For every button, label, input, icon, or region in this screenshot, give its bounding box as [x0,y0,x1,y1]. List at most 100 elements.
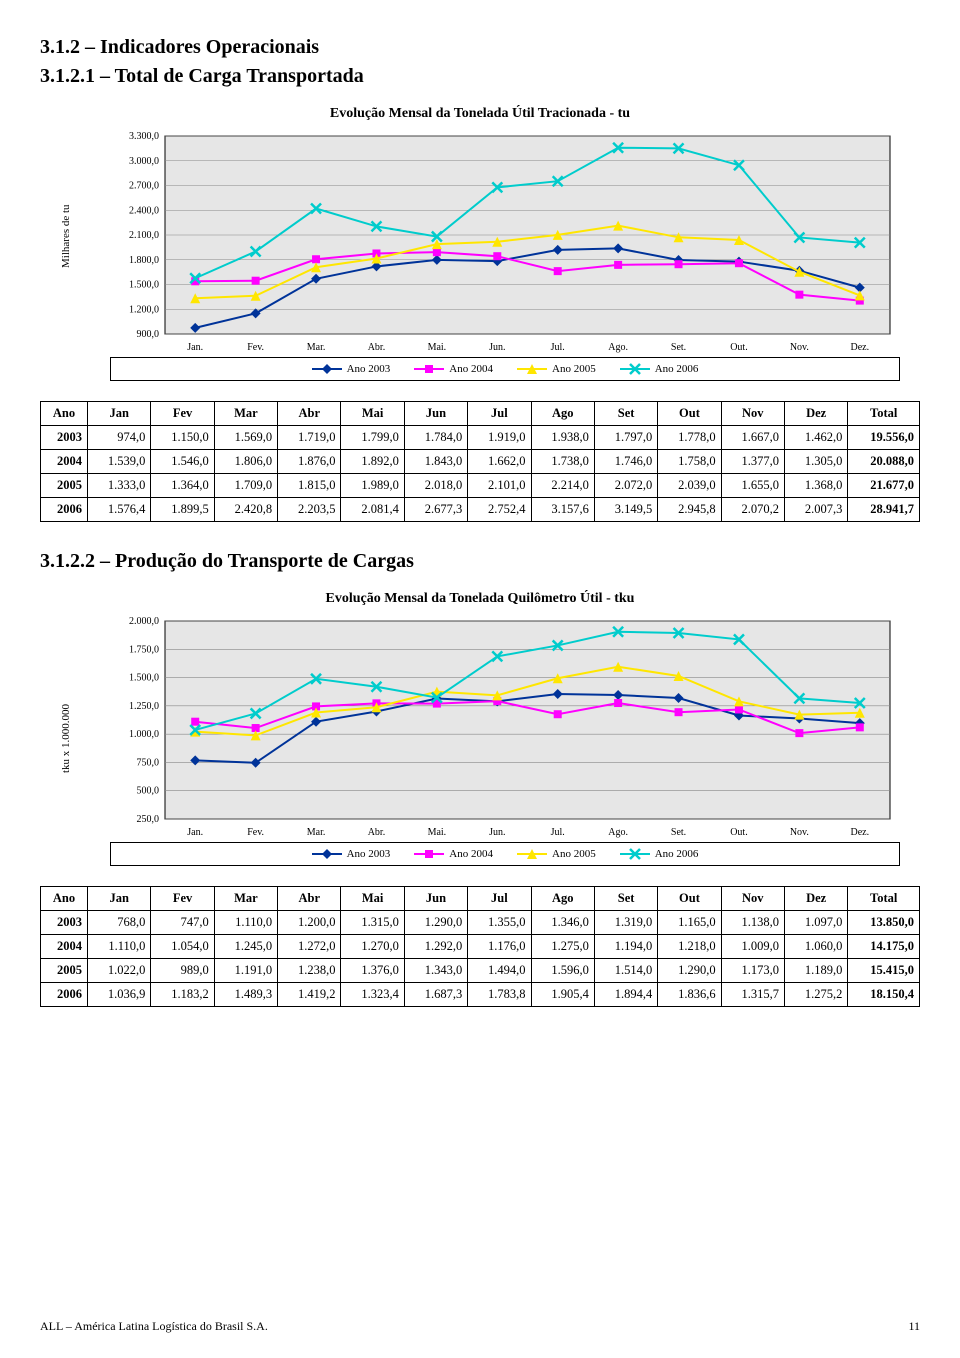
table-header: Total [848,887,920,911]
chart1-legend: Ano 2003Ano 2004Ano 2005Ano 2006 [110,357,900,381]
table-header: Out [658,402,721,426]
table-cell: 1.546,0 [151,450,214,474]
table-cell: 15.415,0 [848,959,920,983]
table-cell: 1.110,0 [88,935,151,959]
table-cell: 1.377,0 [721,450,784,474]
chart1-ylabel: Milhares de tu [60,204,72,268]
table-cell: 1.655,0 [721,474,784,498]
table-header: Dez [784,887,847,911]
table-cell: 2.007,3 [784,498,847,522]
svg-text:Jul.: Jul. [551,342,565,353]
table-cell: 1.376,0 [341,959,404,983]
table-cell: 1.799,0 [341,426,404,450]
svg-text:Fev.: Fev. [247,827,264,838]
table-cell: 1.758,0 [658,450,721,474]
table-cell: 1.539,0 [88,450,151,474]
svg-text:1.750,0: 1.750,0 [129,644,159,655]
table-cell: 3.157,6 [531,498,594,522]
table-cell: 2.214,0 [531,474,594,498]
table-cell: 1.489,3 [214,983,277,1007]
svg-text:1.500,0: 1.500,0 [129,673,159,684]
svg-text:2.100,0: 2.100,0 [129,230,159,241]
table1: AnoJanFevMarAbrMaiJunJulAgoSetOutNovDezT… [40,401,920,522]
section-heading-2: 3.1.2.1 – Total de Carga Transportada [40,65,920,88]
legend-item: Ano 2004 [414,848,493,860]
svg-text:Mai.: Mai. [428,342,447,353]
table-row: 20061.036,91.183,21.489,31.419,21.323,41… [41,983,920,1007]
svg-text:2.700,0: 2.700,0 [129,181,159,192]
svg-text:Jan.: Jan. [187,827,203,838]
table-cell: 1.275,2 [784,983,847,1007]
table-cell: 1.009,0 [721,935,784,959]
table-cell: 1.738,0 [531,450,594,474]
table-cell: 2003 [41,426,88,450]
table-cell: 2.018,0 [404,474,467,498]
table-cell: 1.343,0 [404,959,467,983]
table-cell: 1.138,0 [721,911,784,935]
table-cell: 1.576,4 [88,498,151,522]
table-cell: 1.419,2 [278,983,341,1007]
table-cell: 1.319,0 [594,911,657,935]
table-header: Jun [404,887,467,911]
table-cell: 2.072,0 [594,474,657,498]
table-cell: 1.892,0 [341,450,404,474]
table-cell: 1.176,0 [468,935,531,959]
svg-text:Set.: Set. [671,342,686,353]
table-cell: 1.806,0 [214,450,277,474]
svg-text:1.800,0: 1.800,0 [129,255,159,266]
table-header: Dez [784,402,847,426]
table-cell: 1.687,3 [404,983,467,1007]
table-cell: 19.556,0 [848,426,920,450]
table-cell: 1.815,0 [278,474,341,498]
table-row: 20051.333,01.364,01.709,01.815,01.989,02… [41,474,920,498]
table-header: Ago [531,887,594,911]
table-cell: 2.420,8 [214,498,277,522]
svg-text:3.300,0: 3.300,0 [129,131,159,142]
table-header: Jan [88,402,151,426]
table-header: Jun [404,402,467,426]
svg-text:1.200,0: 1.200,0 [129,304,159,315]
table-header: Out [658,887,721,911]
table-cell: 1.150,0 [151,426,214,450]
table-cell: 1.938,0 [531,426,594,450]
svg-text:Jul.: Jul. [551,827,565,838]
table-cell: 1.797,0 [594,426,657,450]
table-header: Ago [531,402,594,426]
table-cell: 1.364,0 [151,474,214,498]
table-cell: 1.315,7 [721,983,784,1007]
table-cell: 1.290,0 [658,959,721,983]
table-cell: 1.667,0 [721,426,784,450]
svg-text:Mar.: Mar. [307,827,326,838]
page-footer: ALL – América Latina Logística do Brasil… [40,1319,920,1334]
table2: AnoJanFevMarAbrMaiJunJulAgoSetOutNovDezT… [40,886,920,1007]
table-header: Mai [341,402,404,426]
table-cell: 1.662,0 [468,450,531,474]
svg-text:Out.: Out. [730,342,748,353]
table-cell: 2004 [41,935,88,959]
table-cell: 1.270,0 [341,935,404,959]
table-header: Set [594,402,657,426]
table-cell: 974,0 [88,426,151,450]
table-row: 20041.110,01.054,01.245,01.272,01.270,01… [41,935,920,959]
legend-item: Ano 2006 [620,848,699,860]
chart1: Milhares de tu 900,01.200,01.500,01.800,… [110,128,900,381]
table-cell: 1.514,0 [594,959,657,983]
table-row: 20051.022,0989,01.191,01.238,01.376,01.3… [41,959,920,983]
svg-text:3.000,0: 3.000,0 [129,156,159,167]
table-header: Jul [468,402,531,426]
svg-text:1.000,0: 1.000,0 [129,729,159,740]
table-cell: 1.272,0 [278,935,341,959]
svg-text:900,0: 900,0 [137,329,160,340]
table-cell: 1.368,0 [784,474,847,498]
chart2-ylabel: tku x 1.000.000 [60,704,72,773]
table-cell: 747,0 [151,911,214,935]
table-cell: 1.905,4 [531,983,594,1007]
table-cell: 1.719,0 [278,426,341,450]
table-cell: 1.183,2 [151,983,214,1007]
table-cell: 1.836,6 [658,983,721,1007]
table-cell: 1.194,0 [594,935,657,959]
table-row: 20061.576,41.899,52.420,82.203,52.081,42… [41,498,920,522]
svg-text:Jun.: Jun. [489,827,505,838]
footer-company: ALL – América Latina Logística do Brasil… [40,1319,268,1334]
legend-item: Ano 2005 [517,363,596,375]
